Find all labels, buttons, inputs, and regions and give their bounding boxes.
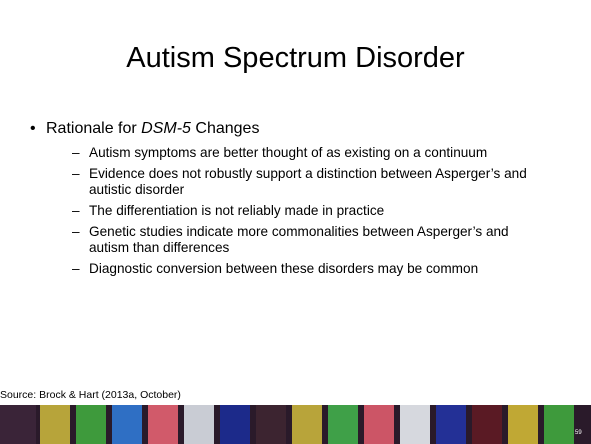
sub-bullet-list: Autism symptoms are better thought of as… xyxy=(89,145,537,282)
sub-bullet: Genetic studies indicate more commonalit… xyxy=(89,224,537,256)
sub-bullet: Autism symptoms are better thought of as… xyxy=(89,145,537,161)
bullet-text: Changes xyxy=(191,120,260,137)
page-number: 59 xyxy=(575,430,582,436)
bullet: Rationale for DSM-5 Changes xyxy=(46,120,259,138)
bullet-italic: DSM-5 xyxy=(141,120,191,137)
slide-title: Autism Spectrum Disorder xyxy=(0,42,591,75)
slide: Autism Spectrum Disorder Rationale for D… xyxy=(0,0,591,444)
sub-bullet: The differentiation is not reliably made… xyxy=(89,203,537,219)
sub-bullet: Diagnostic conversion between these diso… xyxy=(89,261,537,277)
bullet-text: Rationale for xyxy=(46,120,141,137)
book-strip xyxy=(0,405,591,444)
source-note: Source: Brock & Hart (2013a, October) xyxy=(0,389,181,401)
sub-bullet: Evidence does not robustly support a dis… xyxy=(89,166,537,198)
